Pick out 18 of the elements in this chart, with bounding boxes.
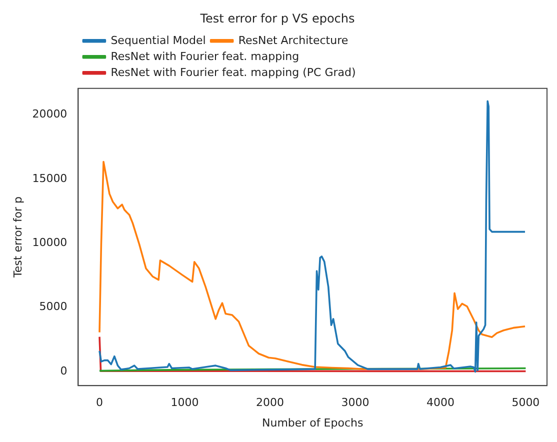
x-tick-label: 5000 (512, 396, 540, 410)
y-tick-label: 20000 (32, 108, 68, 121)
legend-label: Sequential Model (110, 34, 206, 47)
x-tick-label: 0 (96, 396, 103, 410)
legend-label: ResNet Architecture (238, 34, 348, 47)
y-tick-label: 10000 (32, 236, 68, 249)
chart-title: Test error for p VS epochs (199, 11, 355, 26)
legend-label: ResNet with Fourier feat. mapping (PC Grad) (110, 66, 356, 79)
x-axis-title: Number of Epochs (262, 416, 364, 430)
x-tick-label: 3000 (341, 396, 370, 410)
x-tick-label: 2000 (256, 396, 284, 410)
y-tick-label: 5000 (39, 300, 68, 314)
y-axis-title: Test error for p (11, 196, 24, 278)
y-tick-label: 15000 (32, 172, 68, 185)
x-tick-label: 1000 (170, 396, 199, 410)
legend-label: ResNet with Fourier feat. mapping (110, 50, 300, 63)
x-tick-label: 4000 (426, 396, 454, 410)
y-tick-label: 0 (60, 364, 68, 378)
